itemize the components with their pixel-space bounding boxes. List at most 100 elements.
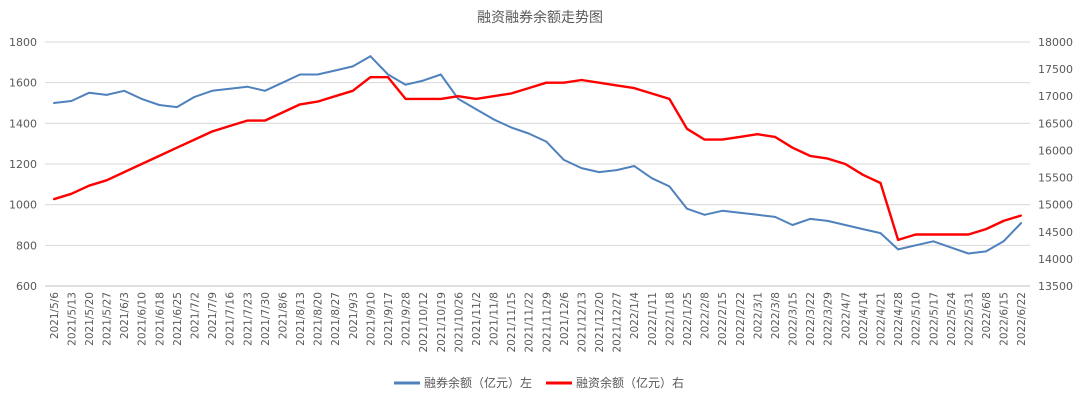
data-point <box>228 87 231 90</box>
data-point <box>439 98 442 100</box>
data-point <box>422 79 425 82</box>
data-point <box>1020 214 1023 217</box>
data-point <box>334 69 337 72</box>
data-point <box>475 108 477 110</box>
data-point <box>949 246 952 249</box>
x-tick-label: 2021/7/16 <box>225 292 237 346</box>
data-point <box>369 76 372 79</box>
data-point <box>158 155 161 157</box>
data-point <box>580 167 583 170</box>
data-point <box>211 130 214 133</box>
data-point <box>598 81 600 84</box>
x-tick-label: 2021/8/20 <box>313 292 325 346</box>
data-point <box>105 94 108 96</box>
x-tick-label: 2022/5/17 <box>928 292 940 346</box>
data-point <box>334 95 337 98</box>
x-tick-label: 2021/7/23 <box>242 292 254 346</box>
x-tick-label: 2021/12/27 <box>612 292 624 353</box>
data-point <box>826 220 829 222</box>
gridlines <box>45 41 1030 287</box>
legend-label-1: 融券余额（亿元）左 <box>424 375 532 390</box>
x-tick-label: 2021/11/15 <box>506 292 518 353</box>
x-tick-label: 2022/4/14 <box>858 292 870 346</box>
data-point <box>879 182 882 184</box>
data-point <box>580 79 583 81</box>
x-tick-label: 2021/8/6 <box>277 292 289 339</box>
x-tick-label: 2022/3/8 <box>770 292 782 339</box>
data-point <box>615 84 618 87</box>
data-point <box>967 233 970 236</box>
right-tick-label: 15500 <box>1038 172 1073 185</box>
data-point <box>281 111 284 114</box>
x-tick-label: 2022/1/11 <box>647 292 659 346</box>
data-point <box>52 102 55 104</box>
data-point <box>457 98 460 100</box>
data-point <box>738 211 741 214</box>
data-point <box>985 228 987 231</box>
data-point <box>862 173 864 176</box>
data-point <box>879 232 882 235</box>
x-tick-label: 2022/5/31 <box>963 292 975 346</box>
data-point <box>668 185 671 188</box>
data-point <box>703 213 706 216</box>
data-point <box>70 100 73 102</box>
legend: 融券余额（亿元）左 融资余额（亿元）右 <box>394 375 684 390</box>
x-axis-ticks: 2021/5/6 2021/5/13 2021/5/20 2021/5/27 2021/… <box>45 285 1030 353</box>
data-point <box>650 92 653 95</box>
x-tick-label: 2021/11/22 <box>524 292 536 353</box>
data-point <box>246 119 249 122</box>
x-tick-label: 2022/3/1 <box>752 292 764 339</box>
x-tick-label: 2021/10/12 <box>418 292 430 353</box>
x-tick-label: 2021/9/17 <box>383 292 395 346</box>
x-tick-label: 2021/6/18 <box>154 292 166 346</box>
data-point <box>826 157 829 160</box>
x-tick-label: 2021/6/3 <box>119 292 131 339</box>
data-point <box>510 92 512 95</box>
x-tick-label: 2021/10/26 <box>453 292 465 353</box>
legend-label-2: 融资余额（亿元）右 <box>576 375 684 390</box>
x-tick-label: 2022/6/15 <box>999 292 1011 346</box>
data-point <box>897 248 899 251</box>
data-point <box>176 146 178 149</box>
x-tick-label: 2021/6/25 <box>172 292 184 346</box>
right-tick-label: 17500 <box>1038 63 1073 76</box>
data-point <box>492 95 495 98</box>
right-tick-label: 13500 <box>1038 280 1073 293</box>
x-tick-label: 2021/11/2 <box>471 292 483 346</box>
data-point <box>193 138 196 141</box>
data-point <box>70 192 73 195</box>
x-tick-label: 2021/5/13 <box>66 292 78 346</box>
x-tick-label: 2022/6/8 <box>981 292 993 339</box>
series-line-2 <box>53 75 1022 242</box>
data-point <box>545 140 548 143</box>
data-point <box>193 96 196 98</box>
x-tick-label: 2021/11/8 <box>489 292 501 346</box>
data-point <box>422 98 425 100</box>
data-point <box>351 65 354 68</box>
data-point <box>140 163 143 165</box>
data-point <box>1020 222 1023 224</box>
data-point <box>1002 220 1005 222</box>
data-point <box>299 73 301 76</box>
data-point <box>738 136 741 138</box>
x-tick-label: 2022/4/7 <box>840 292 852 339</box>
x-tick-label: 2022/2/15 <box>717 292 729 346</box>
x-tick-label: 2021/8/27 <box>330 292 342 346</box>
data-point <box>686 127 688 130</box>
right-tick-label: 14500 <box>1038 226 1073 239</box>
data-point <box>369 55 372 58</box>
x-tick-label: 2021/5/6 <box>49 292 61 339</box>
data-point <box>387 76 389 79</box>
series-line-1 <box>53 55 1022 255</box>
x-tick-label: 2022/3/29 <box>823 292 835 346</box>
data-point <box>88 184 90 187</box>
data-point <box>914 244 917 247</box>
data-point <box>176 106 178 108</box>
data-point <box>105 179 108 182</box>
x-tick-label: 2022/5/24 <box>946 292 958 346</box>
x-tick-label: 2022/4/28 <box>893 292 905 346</box>
right-tick-label: 14000 <box>1038 253 1073 266</box>
x-tick-label: 2021/12/20 <box>594 292 606 353</box>
data-point <box>862 228 864 231</box>
